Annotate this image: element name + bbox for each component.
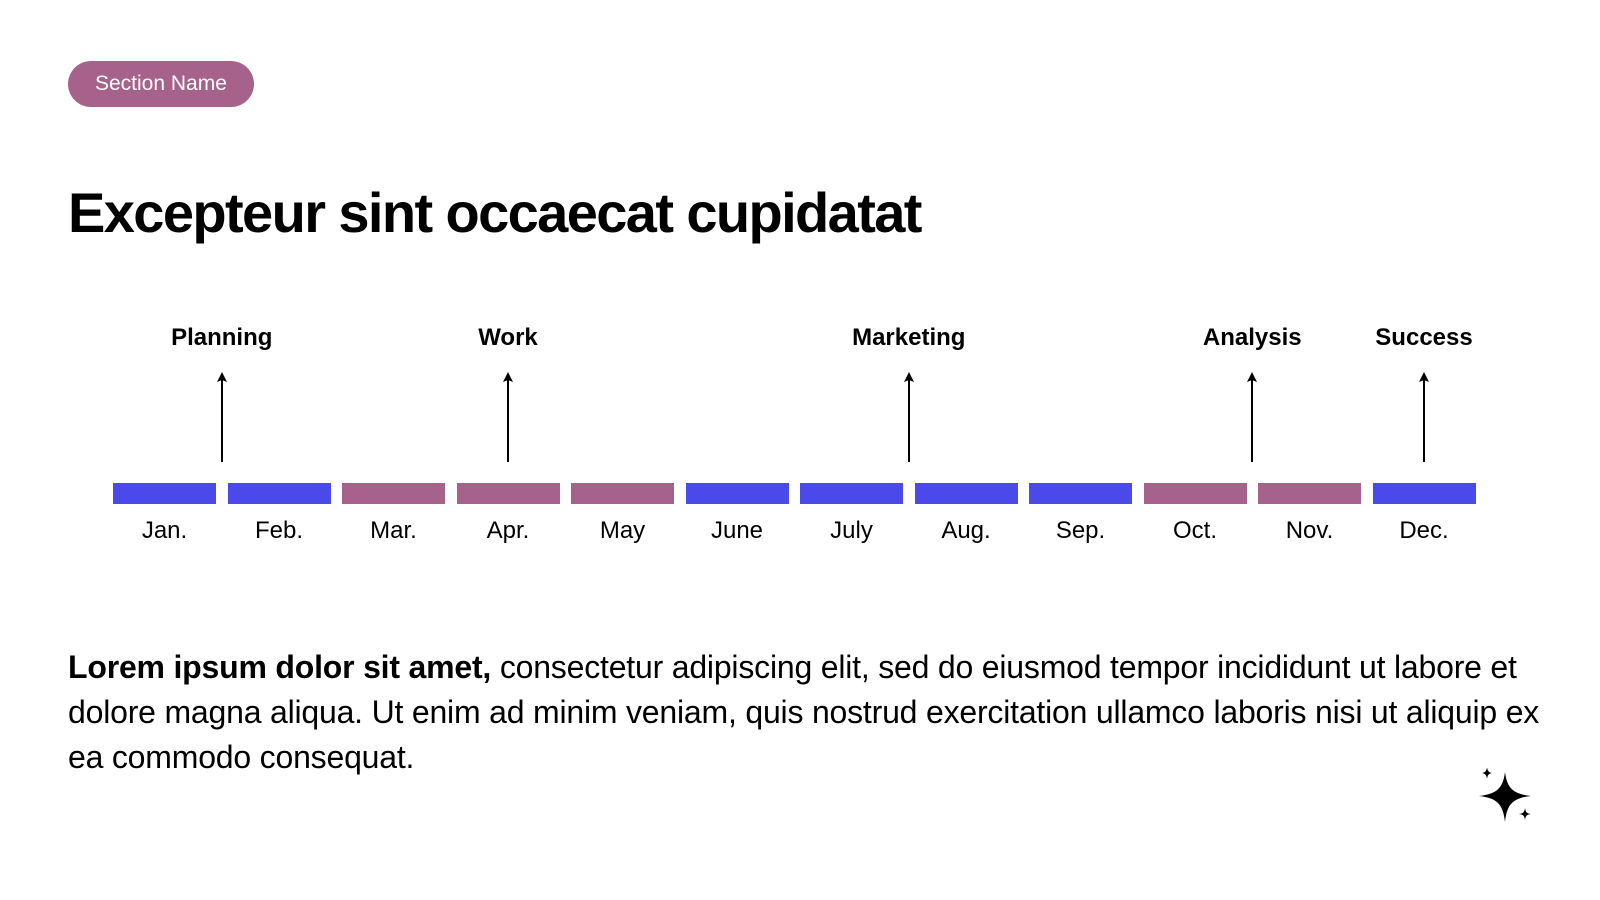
sparkle-icon (1479, 768, 1531, 822)
month-bar (685, 483, 789, 504)
month-label: Nov. (1285, 517, 1334, 544)
arrow-up-icon (903, 372, 914, 462)
timeline-month: June (685, 483, 789, 545)
month-label: Jan. (141, 517, 188, 544)
month-bar (1258, 483, 1361, 504)
timeline-month: Feb. (227, 483, 331, 545)
timeline-month: Jan. (113, 483, 216, 545)
month-bar (227, 483, 331, 504)
timeline-month: Mar. (342, 483, 445, 545)
body-text: consectetur adipiscing elit, sed do eius… (68, 649, 1540, 775)
month-label: Mar. (370, 517, 417, 544)
month-label: Feb. (254, 517, 304, 544)
page-title: Excepteur sint occaecat cupidatat (68, 181, 922, 244)
body-bold-lead: Lorem ipsum dolor sit amet, (68, 649, 492, 685)
timeline-month: Oct. (1143, 483, 1247, 545)
month-bar (571, 483, 674, 504)
month-label: Sep. (1055, 517, 1106, 544)
milestone-label: Planning (171, 324, 273, 351)
month-label: Oct. (1172, 517, 1217, 544)
month-bar (113, 483, 216, 504)
timeline-month: July (800, 483, 903, 545)
month-label: Aug. (941, 517, 991, 544)
arrow-up-icon (503, 372, 513, 462)
timeline-month: Dec. (1372, 483, 1476, 545)
month-bar (456, 483, 560, 504)
section-badge: Section Name (68, 61, 254, 107)
timeline: Jan. Feb. Mar. Apr. May June July Aug. Sep. Oct. N… (0, 300, 1600, 560)
timeline-month: Sep. (1029, 483, 1132, 545)
arrow-up-icon (1419, 372, 1429, 462)
body-paragraph: Lorem ipsum dolor sit amet, consectetur … (68, 645, 1558, 780)
timeline-month: Aug. (914, 483, 1018, 545)
milestone-label: Analysis (1202, 324, 1302, 351)
month-bar (914, 483, 1018, 504)
timeline-month: May (571, 483, 674, 545)
month-label: July (830, 517, 873, 544)
month-label: May (599, 517, 646, 544)
month-bar (1372, 483, 1476, 504)
month-bar (1143, 483, 1247, 504)
month-label: Apr. (486, 517, 530, 544)
timeline-month: Nov. (1258, 483, 1361, 545)
month-bar (800, 483, 903, 504)
milestone-label: Work (478, 324, 538, 351)
timeline-month: Apr. (456, 483, 560, 545)
milestone-label: Marketing (852, 324, 966, 351)
month-label: June (710, 517, 764, 544)
arrow-up-icon (1247, 372, 1258, 462)
arrow-up-icon (216, 372, 227, 462)
milestone-label: Success (1375, 324, 1473, 351)
month-label: Dec. (1399, 517, 1449, 544)
month-bar (342, 483, 445, 504)
month-bar (1029, 483, 1132, 504)
